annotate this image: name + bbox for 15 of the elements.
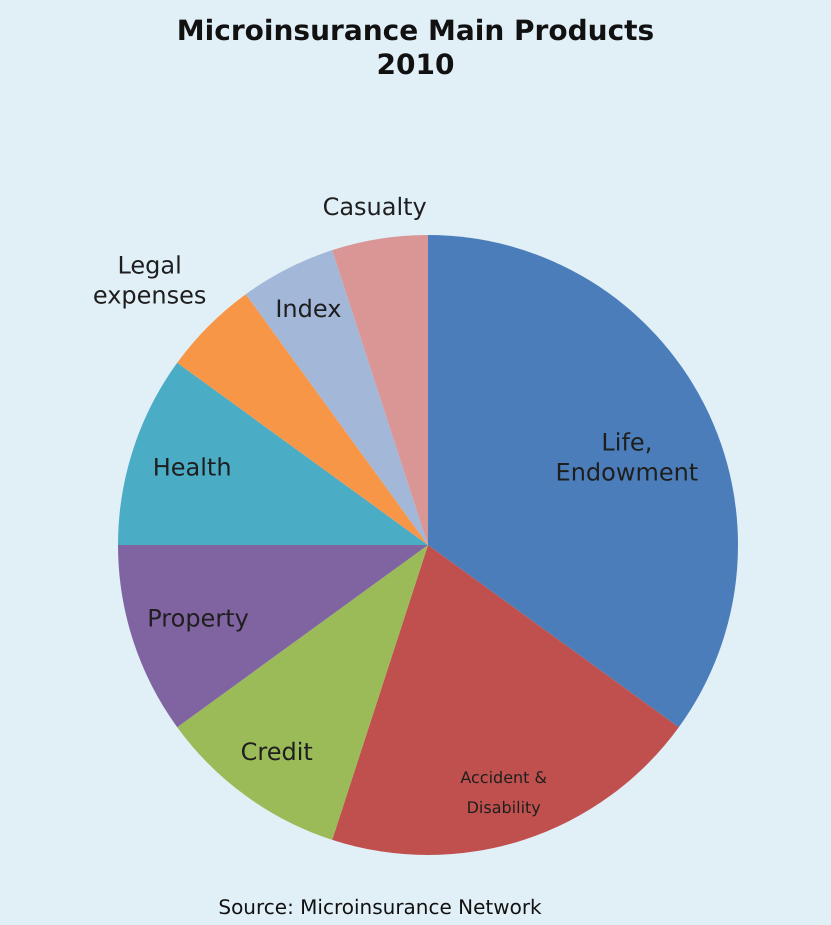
slice-label: Credit: [240, 738, 313, 766]
slice-label: Accident & Disability: [460, 768, 548, 817]
pie-slice: [118, 545, 428, 728]
pie-slice: [246, 250, 428, 545]
pie-slice: [118, 362, 428, 545]
source-note: Source: Microinsurance Network: [218, 895, 542, 919]
slice-label: Health: [152, 453, 232, 482]
pie-slice: [332, 545, 679, 854]
pie-slice: [428, 235, 738, 728]
slice-label: Life, Endowment: [556, 428, 698, 487]
slice-label: Index: [275, 295, 342, 324]
slice-label: Legal expenses: [92, 252, 206, 310]
slice-label: Casualty: [322, 193, 427, 222]
slice-label: Property: [147, 604, 249, 633]
chart-title: Microinsurance Main Products 2010: [176, 14, 654, 81]
